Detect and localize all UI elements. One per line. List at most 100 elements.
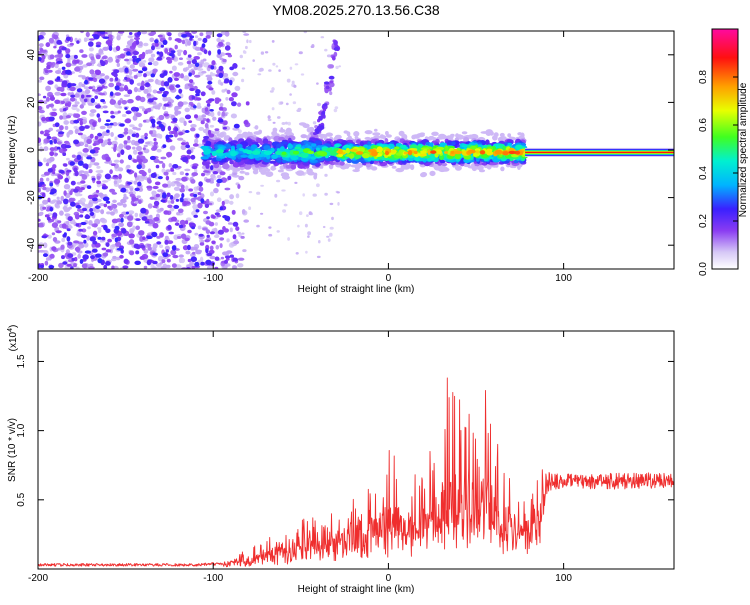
spectrogram-cell — [66, 236, 71, 242]
spectrogram-cell — [294, 181, 298, 184]
spectrogram-cell — [334, 134, 342, 140]
spectrogram-cell — [131, 42, 137, 48]
spectrogram-cell — [171, 245, 177, 251]
spectrogram-cell — [241, 78, 245, 83]
spectrogram-cell — [64, 125, 69, 130]
spectrogram-cell — [116, 247, 124, 251]
spectrogram-cell — [68, 225, 73, 229]
spectrogram-cell — [292, 150, 300, 155]
spectrogram-cell — [86, 235, 91, 241]
spectrogram-cell — [287, 121, 292, 126]
spectrogram-cell — [120, 187, 127, 193]
spectrogram-cell — [177, 101, 184, 107]
spectrogram-cell — [258, 129, 262, 134]
spectrogram-cell — [178, 257, 183, 264]
spectrogram-cell — [57, 52, 64, 59]
spectrogram-cell — [102, 196, 110, 202]
spectrogram-cell — [344, 163, 350, 169]
spectrogram-cell — [271, 154, 279, 159]
spectrogram-cell — [116, 153, 121, 158]
spectrogram-cell — [128, 32, 133, 35]
spectrogram-cell — [76, 88, 83, 93]
spectrogram-cell — [145, 49, 149, 55]
spectrogram-cell — [99, 92, 106, 96]
spectrogram-cell — [499, 132, 505, 138]
spectrogram-cell — [64, 103, 69, 107]
spectrogram-cell — [316, 82, 319, 85]
spectrogram-cell — [63, 190, 67, 196]
spectrogram-cell — [278, 69, 281, 72]
spectrogram-cell — [191, 210, 198, 216]
spectrogram-cell — [53, 139, 57, 144]
spectrogram-cell — [124, 86, 129, 92]
spectrogram-cell — [310, 45, 315, 48]
spectrogram-cell — [214, 256, 220, 261]
spectrogram-cell — [179, 117, 185, 123]
spectrogram-cell — [83, 37, 88, 42]
spectrogram-cell — [152, 222, 159, 229]
spectrogram-cell — [183, 75, 190, 82]
spectrogram-cell — [153, 158, 160, 163]
spectrogram-cell — [278, 136, 285, 141]
spectrogram-cell — [224, 88, 228, 92]
spectrogram-cell — [185, 250, 191, 255]
spectrogram-cell — [38, 244, 43, 249]
spectrogram-cell — [49, 192, 55, 195]
spectrogram-cell — [284, 135, 289, 141]
spectrogram-cell — [191, 70, 196, 76]
spectrogram-cell — [153, 200, 160, 206]
spectrogram-cell — [207, 266, 211, 269]
spectrogram-cell — [45, 85, 51, 92]
spectrogram-cell — [38, 105, 43, 111]
spectrogram-cell — [38, 222, 44, 227]
spectrogram-cell — [59, 169, 65, 174]
spectrogram-cell — [65, 54, 71, 59]
spectrogram-cell — [268, 69, 272, 72]
spectrogram-cell — [56, 141, 62, 145]
spectrogram-cell — [86, 138, 92, 145]
spectrogram-cell — [126, 164, 131, 169]
spectrogram-cell — [119, 53, 126, 59]
spectrogram-cell — [178, 131, 184, 136]
spectrogram-cell — [215, 149, 224, 154]
y-tick-label: 1.0 — [16, 423, 27, 437]
spectrogram-cell — [254, 167, 259, 172]
spectrogram-cell — [112, 255, 117, 260]
spectrogram-cell — [178, 208, 184, 214]
spectrogram-cell — [121, 100, 128, 105]
colorbar-tick-label: 0.6 — [698, 118, 709, 132]
spectrogram-cell — [190, 179, 196, 184]
spectrogram-cell — [202, 58, 207, 62]
snr-y-scale-suffix: ) — [8, 325, 19, 328]
spectrogram-cell — [38, 137, 42, 143]
spectrogram-cell — [132, 115, 138, 121]
spectrogram-cell — [118, 173, 122, 180]
spectrogram-cell — [180, 73, 185, 79]
spectrogram-cell — [479, 150, 486, 155]
spectrogram-cell — [81, 100, 86, 106]
spectrogram-cell — [195, 133, 200, 138]
colorbar-tick-label: 0.0 — [698, 262, 709, 276]
spectrogram-cell — [167, 77, 173, 83]
spectrogram-cell — [343, 145, 352, 149]
spectrogram-cell — [208, 50, 212, 56]
spectrogram-cell — [329, 80, 334, 84]
snr-frame — [37, 330, 675, 570]
spectrogram-cell — [101, 142, 106, 147]
spectrogram-cell — [346, 131, 351, 137]
spectrogram-cell — [129, 187, 134, 192]
spectrogram-cell — [156, 51, 160, 55]
spectrogram-image — [38, 31, 674, 269]
spectrogram-cell — [79, 214, 84, 218]
spectrogram-cell — [51, 222, 59, 229]
spectrogram-cell — [74, 101, 80, 105]
spectrogram-cell — [486, 148, 493, 153]
spectrogram-cell — [243, 33, 250, 36]
spectrogram-cell — [201, 43, 206, 48]
spectrogram-cell — [133, 86, 138, 93]
spectrogram-cell — [454, 153, 461, 160]
spectrogram-cell — [137, 138, 145, 144]
spectrogram-cell — [93, 223, 98, 228]
spectrogram-cell — [420, 150, 427, 154]
spectrogram-cell — [184, 107, 190, 113]
